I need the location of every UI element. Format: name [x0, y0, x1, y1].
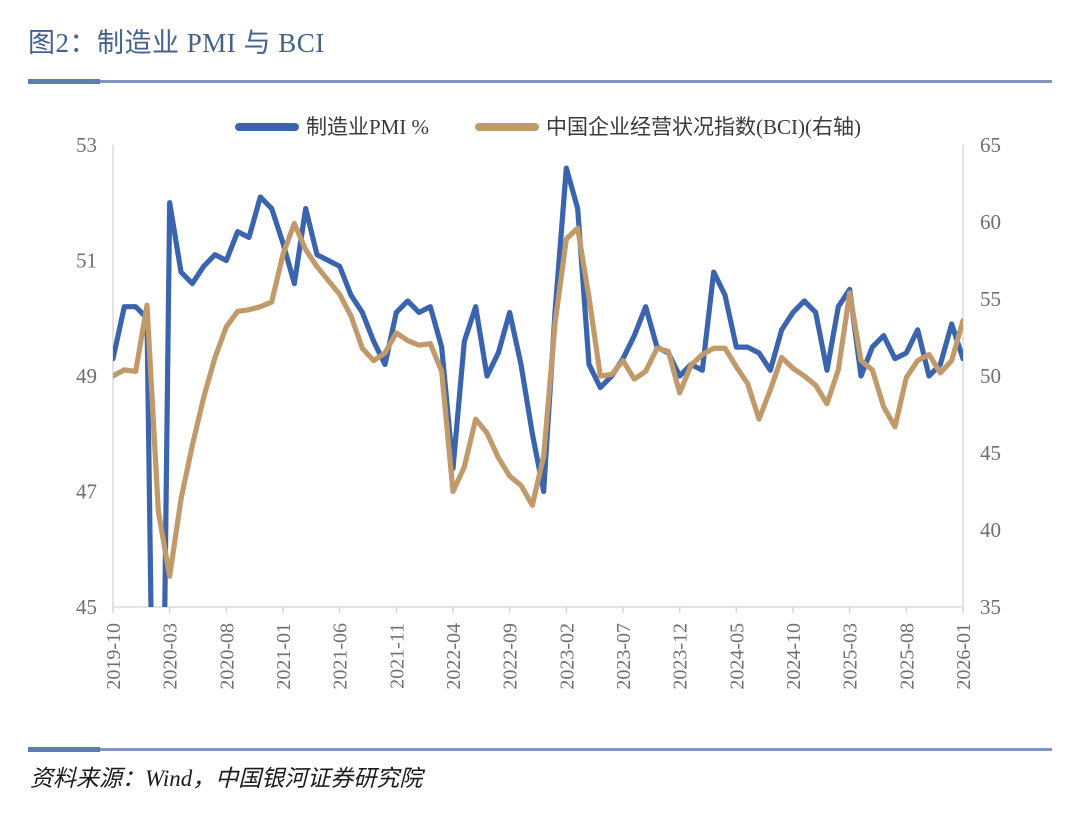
series-line-bci [113, 220, 963, 579]
x-axis-tick-label: 2026-01 [953, 623, 975, 690]
y-axis-left-tick-label: 53 [76, 133, 97, 157]
y-axis-right-tick-label: 45 [980, 441, 1001, 465]
x-axis-ticks: 2019-10 2020-03 2020-08 2021-01 2021-06 2021-… [103, 607, 975, 690]
series-line-pmi [113, 165, 963, 607]
x-axis-tick-label: 2023-07 [613, 623, 635, 690]
x-axis-tick-label: 2019-10 [103, 623, 125, 690]
x-axis-tick-label: 2024-10 [783, 623, 805, 690]
page-title: 图2：制造业 PMI 与 BCI [28, 28, 325, 58]
legend-swatch-bci [475, 123, 540, 131]
y-axis-left-tick-label: 49 [76, 364, 97, 388]
legend-swatch-pmi [234, 123, 299, 131]
x-axis-tick-label: 2020-03 [160, 623, 182, 690]
y-axis-left-ticks: 45 47 49 51 53 [76, 133, 97, 619]
y-axis-left-tick-label: 45 [76, 595, 97, 619]
x-axis-tick-label: 2023-02 [556, 623, 578, 690]
x-axis-tick-label: 2022-09 [500, 623, 522, 690]
chart-series-group [113, 165, 963, 607]
y-axis-right-tick-label: 50 [980, 364, 1001, 388]
x-axis-tick-label: 2021-01 [273, 623, 295, 690]
footer-divider [28, 747, 1052, 752]
legend-label-bci: 中国企业经营状况指数(BCI)(右轴) [546, 115, 862, 139]
x-axis-tick-label: 2021-11 [386, 623, 408, 689]
y-axis-right-tick-label: 35 [980, 595, 1001, 619]
chart-legend: 制造业PMI % 中国企业经营状况指数(BCI)(右轴) [113, 110, 983, 144]
y-axis-right-ticks: 35 40 45 50 55 60 65 [980, 133, 1001, 619]
y-axis-right-tick-label: 60 [980, 210, 1001, 234]
x-axis-tick-label: 2021-06 [330, 623, 352, 690]
title-divider [28, 79, 1052, 84]
x-axis-tick-label: 2025-03 [840, 623, 862, 690]
figure-title-block: 图2：制造业 PMI 与 BCI [28, 26, 1052, 78]
footer-accent-bar [28, 747, 100, 752]
legend-item-bci[interactable]: 中国企业经营状况指数(BCI)(右轴) [475, 115, 861, 139]
title-accent-bar [28, 79, 100, 84]
y-axis-left-tick-label: 47 [76, 480, 97, 504]
legend-label-pmi: 制造业PMI % [305, 115, 430, 139]
y-axis-right-tick-label: 55 [980, 287, 1001, 311]
x-axis-tick-label: 2025-08 [896, 623, 918, 690]
x-axis-tick-label: 2024-05 [726, 623, 748, 690]
y-axis-left-tick-label: 51 [76, 249, 97, 273]
legend-item-pmi[interactable]: 制造业PMI % [234, 115, 430, 139]
x-axis-tick-label: 2022-04 [443, 623, 465, 690]
y-axis-right-tick-label: 40 [980, 518, 1001, 542]
source-note: 资料来源：Wind，中国银河证券研究院 [30, 766, 423, 791]
x-axis-tick-label: 2020-08 [216, 623, 238, 690]
x-axis-tick-label: 2023-12 [670, 623, 692, 690]
y-axis-right-tick-label: 65 [980, 133, 1001, 157]
